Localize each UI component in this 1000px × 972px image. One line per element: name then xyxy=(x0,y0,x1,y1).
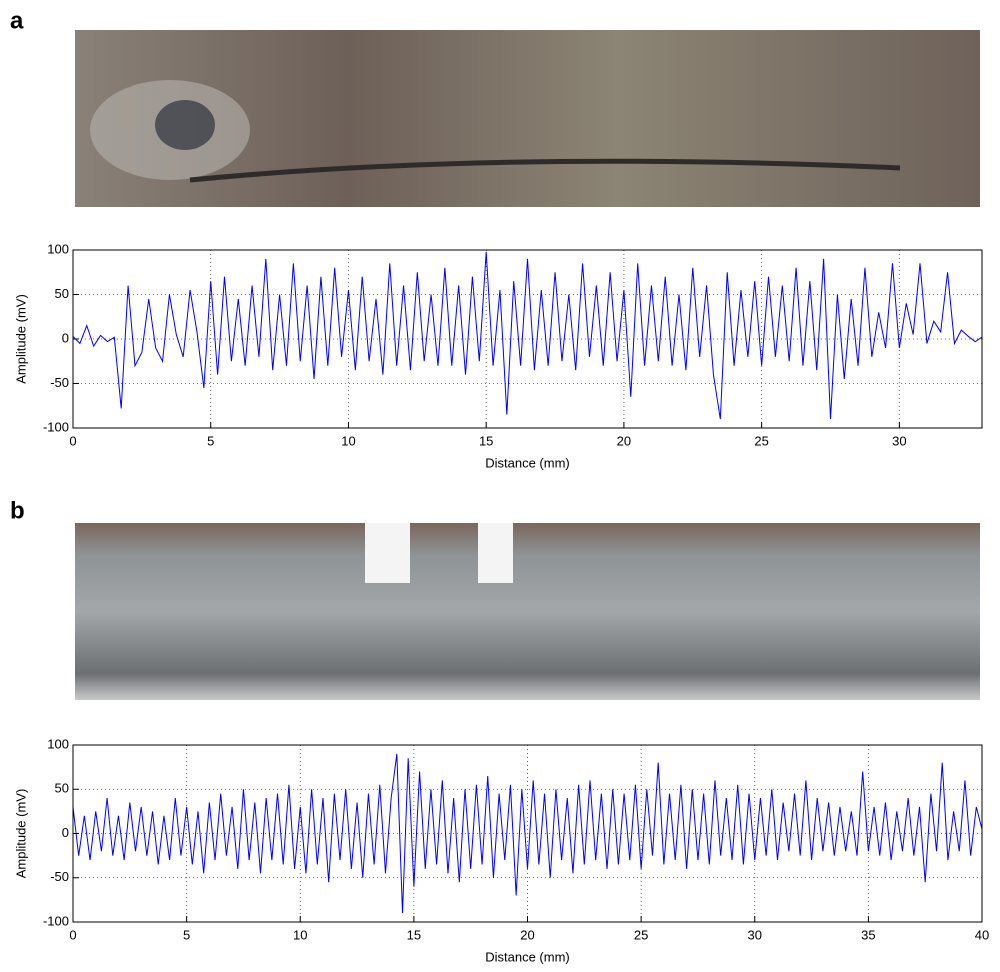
x-tick-label: 10 xyxy=(293,927,307,942)
signal-line xyxy=(72,753,983,914)
x-tick-label: 10 xyxy=(341,433,355,448)
y-axis-label: Amplitude (mV) xyxy=(13,789,28,879)
x-tick-label: 30 xyxy=(748,927,762,942)
x-tick-label: 15 xyxy=(479,433,493,448)
panel-label: a xyxy=(10,7,24,34)
x-axis-label: Distance (mm) xyxy=(485,455,570,470)
y-axis-label: Amplitude (mV) xyxy=(13,294,28,384)
photo-a xyxy=(75,30,980,207)
y-tick-label: 0 xyxy=(62,825,69,840)
x-tick-label: 30 xyxy=(892,433,906,448)
x-axis-label: Distance (mm) xyxy=(485,949,570,964)
y-tick-label: 0 xyxy=(62,330,69,345)
signal-line xyxy=(72,251,983,420)
x-tick-label: 15 xyxy=(407,927,421,942)
y-tick-label: -50 xyxy=(50,869,69,884)
y-tick-label: -100 xyxy=(43,913,69,928)
y-tick-label: 100 xyxy=(47,241,69,256)
x-tick-label: 0 xyxy=(69,927,76,942)
x-tick-label: 0 xyxy=(69,433,76,448)
x-tick-label: 5 xyxy=(207,433,214,448)
panel-label: b xyxy=(10,497,25,524)
x-tick-label: 40 xyxy=(975,927,989,942)
x-tick-label: 35 xyxy=(861,927,875,942)
y-tick-label: 50 xyxy=(55,781,69,796)
axes-frame xyxy=(72,249,983,429)
x-tick-label: 25 xyxy=(634,927,648,942)
y-tick-label: -100 xyxy=(43,419,69,434)
photo-b xyxy=(75,523,980,700)
x-tick-label: 5 xyxy=(183,927,190,942)
axes-frame xyxy=(72,744,983,923)
x-tick-label: 20 xyxy=(617,433,631,448)
x-tick-label: 20 xyxy=(520,927,534,942)
y-tick-label: 100 xyxy=(47,736,69,751)
y-tick-label: 50 xyxy=(55,286,69,301)
x-tick-label: 25 xyxy=(754,433,768,448)
y-tick-label: -50 xyxy=(50,375,69,390)
